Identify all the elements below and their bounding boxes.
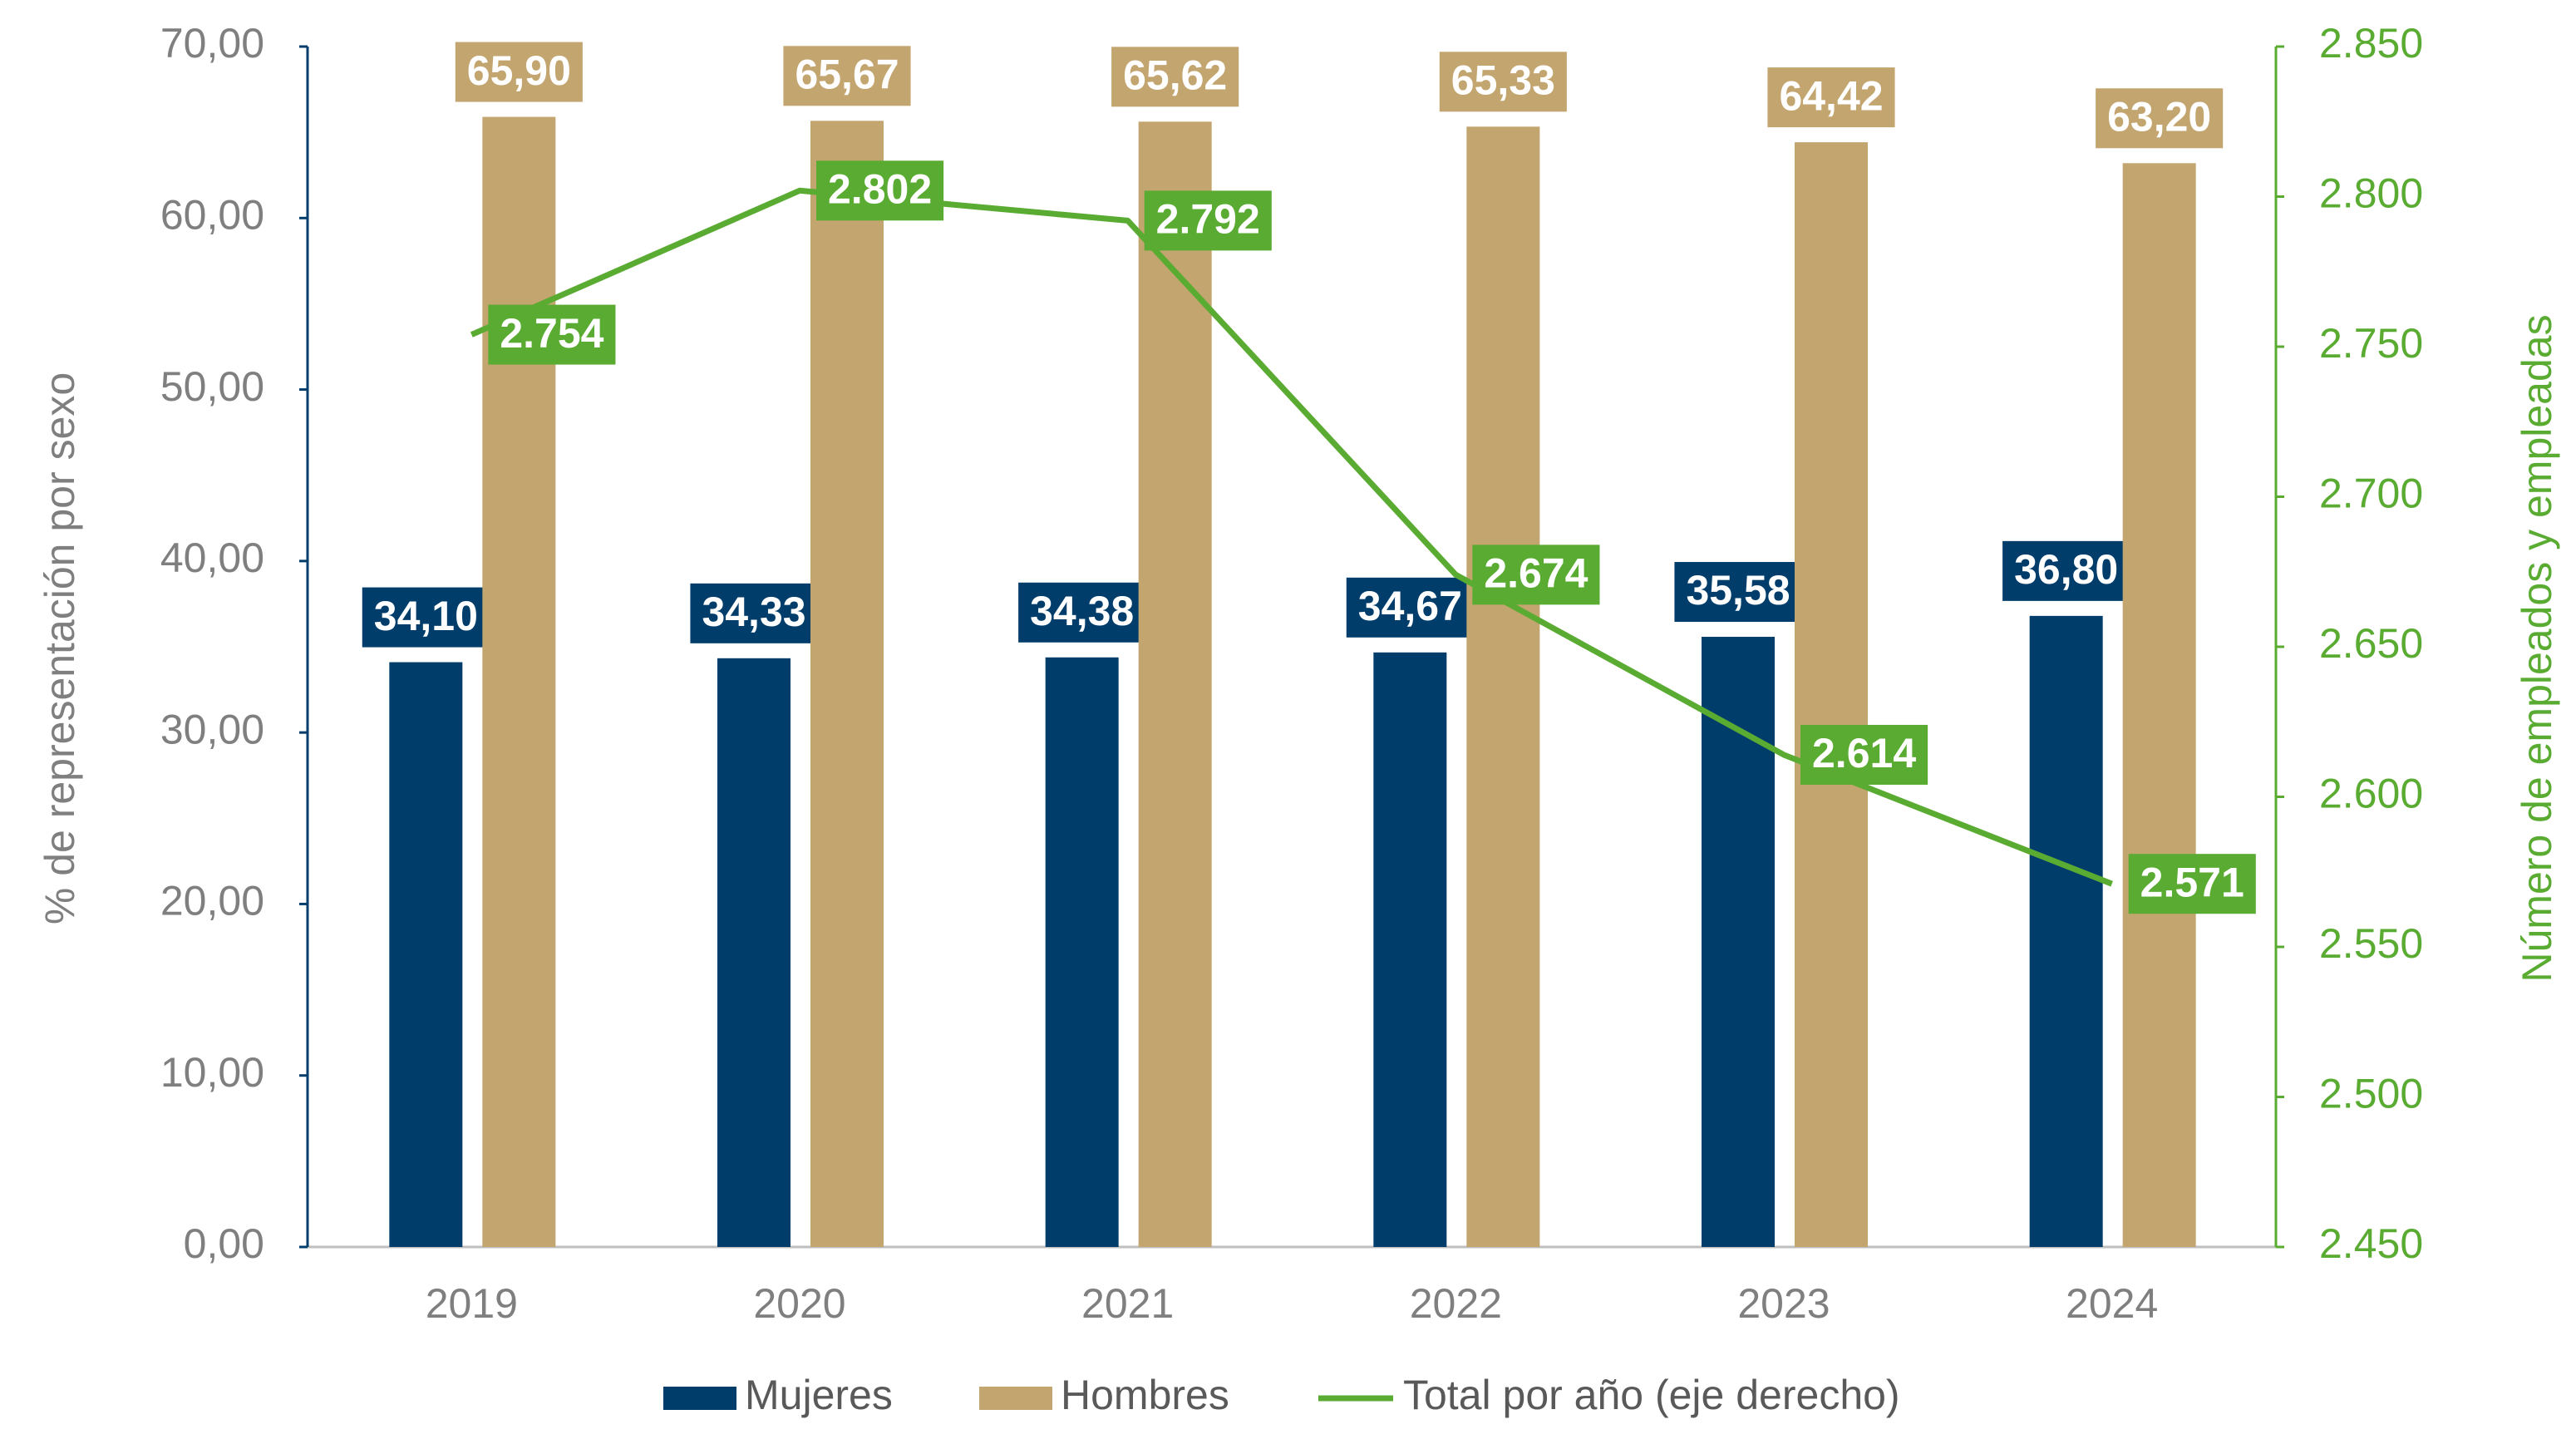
y-axis-title: % de representación por sexo [37,372,83,924]
y-tick-label: 0,00 [184,1220,264,1267]
line-label: 2.754 [488,304,616,365]
legend-label: Total por año (eje derecho) [1403,1372,1900,1418]
bar-label: 65,33 [1439,52,1567,112]
line-label: 2.571 [2128,854,2256,914]
line-label: 2.792 [1144,190,1272,251]
bar-label: 65,67 [795,52,899,98]
legend-label: Hombres [1061,1372,1229,1418]
x-tick-label: 2019 [426,1280,518,1327]
y2-tick-label: 2.650 [2319,620,2423,667]
y-tick-label: 40,00 [160,535,264,581]
line-label: 2.614 [1812,730,1916,776]
bar [810,121,884,1247]
line-label-box [1472,545,1600,605]
line-label: 2.571 [2140,859,2244,905]
bar [2122,163,2196,1247]
line-label-box [488,304,616,365]
line-label: 2.802 [816,160,944,221]
bar-label: 64,42 [1779,72,1883,119]
legend-label: Mujeres [745,1372,893,1418]
bar [2029,615,2103,1247]
bar-label: 65,62 [1123,52,1227,99]
bar-label: 34,10 [374,593,478,639]
bar-label-box [1439,52,1567,112]
bar-label: 63,20 [2107,93,2211,140]
bar-label: 64,42 [1767,67,1895,128]
bar-label: 65,90 [455,42,583,102]
bar-label: 34,33 [690,583,818,643]
y-tick-label: 60,00 [160,191,264,238]
line-label: 2.674 [1472,545,1600,605]
y2-tick-label: 2.750 [2319,320,2423,367]
line-label: 2.792 [1156,196,1260,243]
y2-tick-label: 2.600 [2319,771,2423,817]
bar-label-box [2002,540,2130,601]
bar-label: 34,38 [1030,588,1134,634]
y-tick-label: 30,00 [160,706,264,752]
y2-tick-label: 2.500 [2319,1071,2423,1117]
bar [482,116,556,1247]
bar-label: 65,62 [1111,47,1239,107]
y2-tick-label: 2.800 [2319,170,2423,217]
line-label-box [1800,724,1928,785]
y-tick-label: 10,00 [160,1049,264,1096]
bar [1138,121,1212,1247]
x-tick-label: 2021 [1081,1280,1174,1327]
line-label: 2.614 [1800,724,1928,785]
line-label: 2.674 [1484,550,1588,597]
legend-swatch [663,1387,736,1410]
bar-label-box [1674,562,1802,623]
legend-swatch [979,1387,1052,1410]
bar [1795,142,1868,1247]
bar-label-box [362,587,490,648]
bar-label: 34,67 [1346,577,1474,638]
bar-label: 36,80 [2002,540,2130,601]
bar-label-box [1018,582,1146,643]
y2-axis-title: Número de empleados y empleadas [2514,314,2560,982]
bar-label: 65,33 [1451,57,1555,104]
bar [1702,637,1775,1247]
y-tick-label: 50,00 [160,363,264,410]
x-tick-label: 2024 [2066,1280,2158,1327]
bar [717,658,791,1247]
bar-label: 35,58 [1674,562,1802,623]
bar-label: 34,67 [1358,583,1462,629]
y2-tick-label: 2.550 [2319,920,2423,967]
bar-label: 65,67 [783,46,911,106]
bar [1466,126,1540,1247]
bar-label: 35,58 [1686,567,1790,614]
bar [389,662,463,1247]
bar-label-box [690,583,818,643]
bar-label: 36,80 [2014,546,2118,593]
bar-label-box [1111,47,1239,107]
line-label: 2.754 [500,310,603,357]
bar-label: 65,90 [467,47,571,94]
bar-label-box [1346,577,1474,638]
y-tick-label: 70,00 [160,20,264,67]
bar-label: 63,20 [2096,88,2224,149]
bar-label-box [2096,88,2224,149]
bar-label: 34,10 [362,587,490,648]
bar [1045,657,1119,1247]
y-tick-label: 20,00 [160,878,264,924]
bar-label-box [783,46,911,106]
x-tick-label: 2023 [1737,1280,1830,1327]
bar-label-box [455,42,583,102]
bar-label: 34,38 [1018,582,1146,643]
bar-label-box [1767,67,1895,128]
x-tick-label: 2020 [753,1280,845,1327]
line-label-box [2128,854,2256,914]
y2-tick-label: 2.850 [2319,20,2423,67]
line-label-box [816,160,944,221]
bar-label: 34,33 [702,589,805,635]
y2-tick-label: 2.700 [2319,471,2423,517]
line-label-box [1144,190,1272,251]
line-label: 2.802 [828,165,932,212]
x-tick-label: 2022 [1410,1280,1502,1327]
bar [1373,652,1447,1247]
y2-tick-label: 2.450 [2319,1220,2423,1267]
